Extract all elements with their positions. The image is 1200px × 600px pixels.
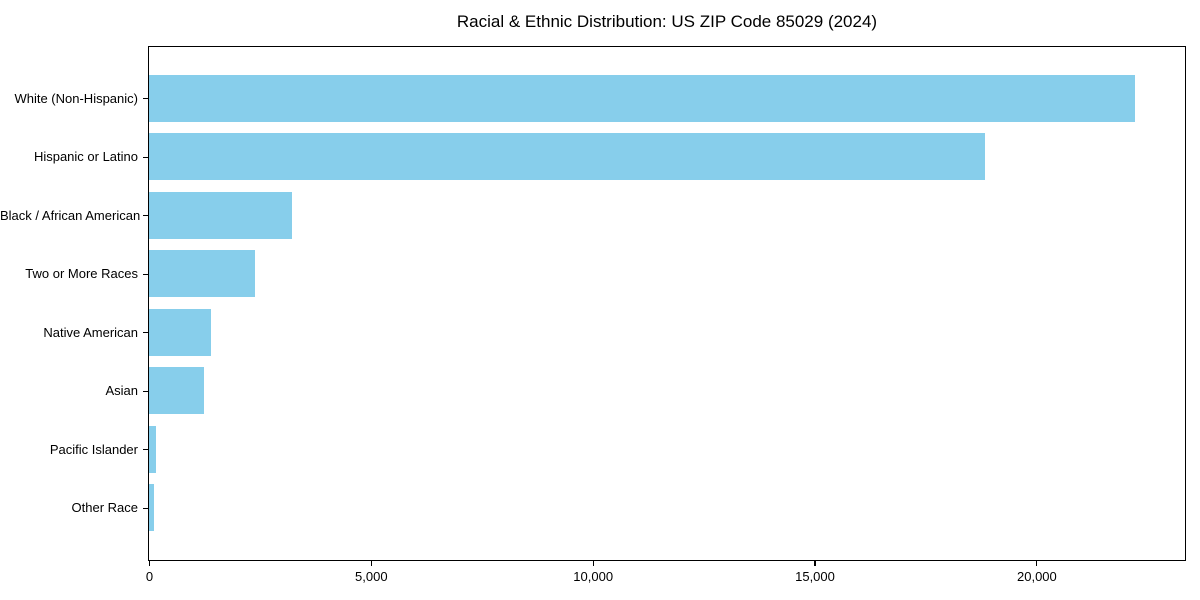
bar-7 — [149, 484, 155, 532]
y-tick-mark — [143, 507, 148, 509]
x-tick-label: 20,000 — [1017, 569, 1057, 584]
x-tick-label: 10,000 — [573, 569, 614, 584]
y-tick-mark — [143, 449, 148, 451]
y-tick-label: Hispanic or Latino — [33, 149, 138, 165]
y-tick-mark — [143, 156, 148, 158]
bar-1 — [149, 133, 985, 181]
bar-0 — [149, 74, 1136, 122]
x-tick-mark — [592, 561, 594, 566]
x-tick-mark — [148, 561, 151, 566]
bar-6 — [149, 425, 156, 473]
bar-3 — [149, 250, 255, 298]
plot-area — [148, 46, 1186, 561]
x-tick-label: 0 — [145, 569, 154, 584]
y-tick-mark — [143, 332, 148, 334]
x-tick-label: 15,000 — [795, 569, 835, 584]
x-tick-mark — [370, 561, 372, 566]
y-tick-label: Pacific Islander — [49, 441, 138, 457]
y-tick-label: White (Non-Hispanic) — [14, 90, 138, 106]
bar-5 — [149, 367, 204, 415]
x-tick-label: 5,000 — [355, 569, 388, 584]
y-tick-label: Asian — [105, 383, 138, 399]
y-tick-mark — [143, 98, 148, 100]
chart-title: Racial & Ethnic Distribution: US ZIP Cod… — [456, 12, 878, 31]
bar-2 — [149, 191, 292, 239]
y-tick-label: Two or More Races — [25, 266, 138, 282]
y-tick-label: Black / African American — [0, 207, 141, 223]
y-tick-label: Native American — [43, 324, 138, 340]
bar-4 — [149, 308, 212, 356]
x-tick-mark — [814, 561, 816, 566]
x-tick-mark — [1036, 561, 1038, 566]
y-tick-mark — [143, 273, 148, 275]
y-tick-mark — [143, 390, 148, 392]
y-tick-mark — [143, 215, 148, 217]
y-tick-label: Other Race — [71, 500, 138, 516]
